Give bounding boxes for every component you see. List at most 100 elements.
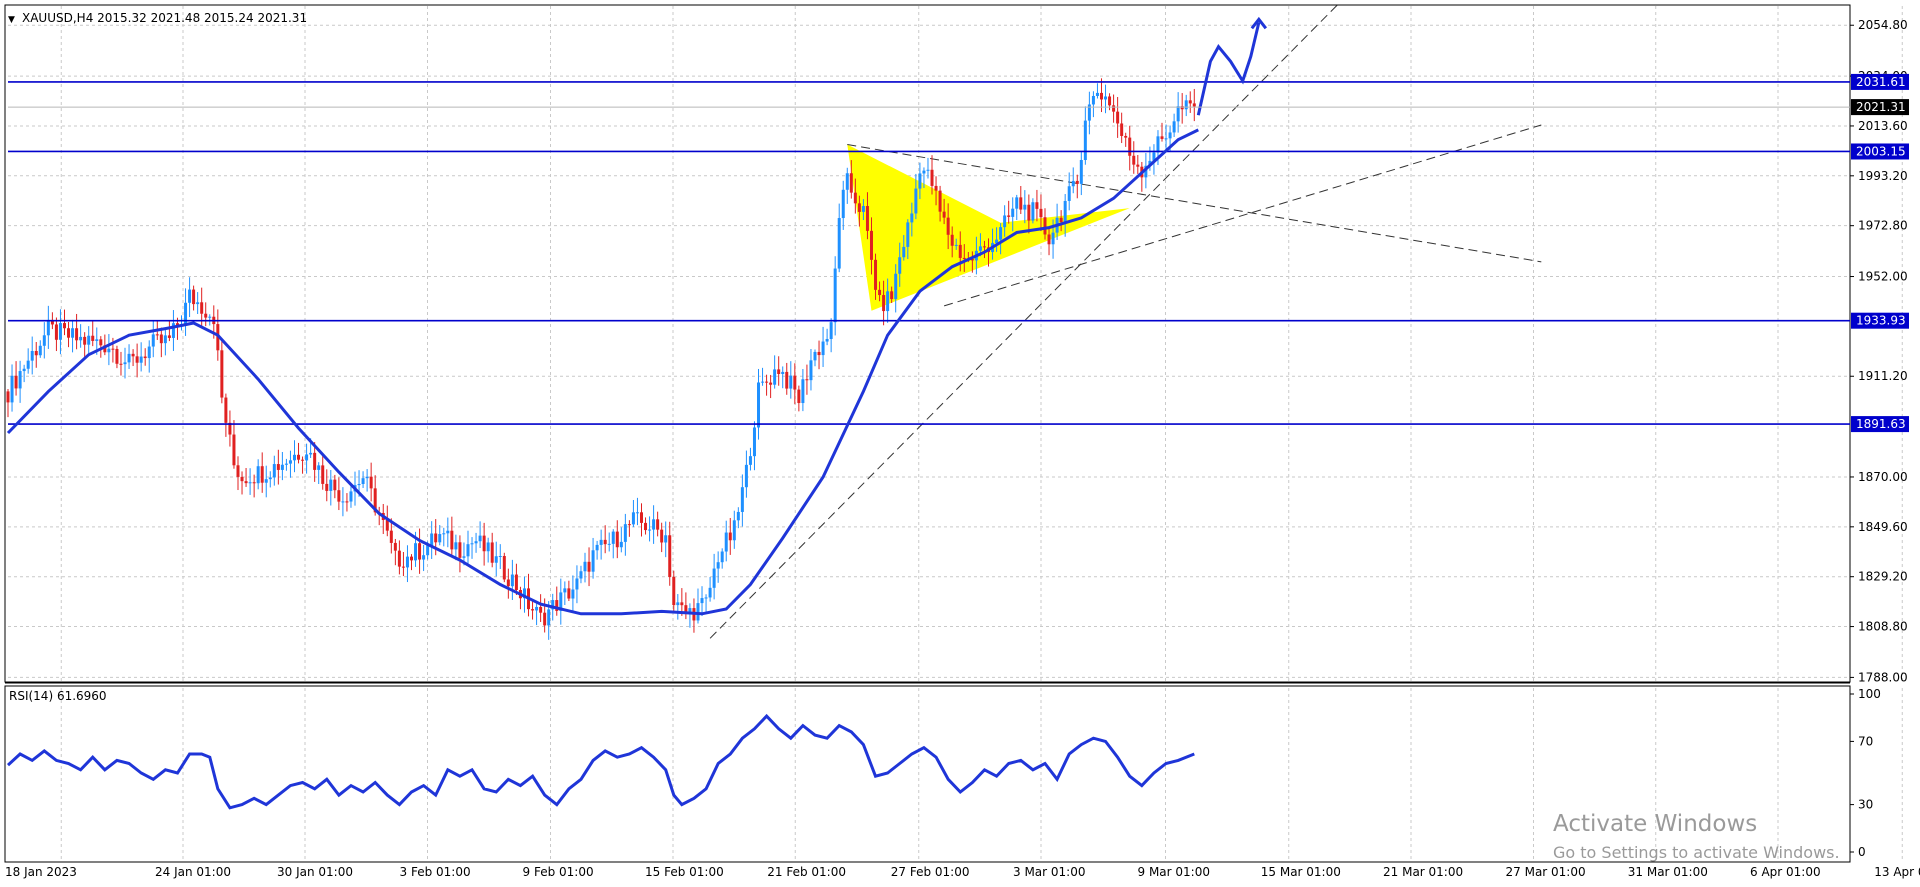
candle-body [906, 222, 910, 247]
candle-body [188, 289, 192, 303]
candle-body [728, 532, 732, 541]
candle-body [700, 598, 704, 604]
candle-body [458, 542, 462, 558]
candle-body [87, 335, 91, 345]
candle-body [648, 529, 652, 531]
candle-body [1043, 217, 1047, 235]
time-tick-label: 24 Jan 01:00 [155, 865, 231, 879]
candle-body [365, 476, 369, 479]
rsi-tick-label: 30 [1858, 798, 1873, 812]
chart-menu-triangle-icon[interactable]: ▼ [8, 15, 15, 25]
candle-body [845, 173, 849, 190]
candle-body [1079, 160, 1083, 184]
candle-body [748, 456, 752, 465]
candle-body [38, 345, 42, 356]
candle-body [535, 606, 539, 611]
time-tick-label: 3 Mar 01:00 [1013, 865, 1086, 879]
candle-body [1027, 204, 1031, 221]
candle-body [192, 289, 196, 305]
rsi-axis: 100 70 30 0 [1850, 687, 1881, 859]
candle-body [91, 335, 95, 341]
candle-body [930, 169, 934, 186]
candle-body [1051, 232, 1055, 245]
candle-body [10, 375, 14, 403]
candle-body [789, 375, 793, 389]
candle-body [1015, 197, 1019, 209]
candle-body [361, 478, 365, 484]
candle-body [591, 550, 595, 572]
candle-body [200, 302, 204, 314]
time-tick-label: 31 Mar 01:00 [1628, 865, 1708, 879]
candle-body [143, 356, 147, 359]
candle-body [555, 600, 559, 611]
candle-body [345, 501, 349, 503]
candle-body [777, 369, 781, 374]
candle-body [510, 574, 514, 587]
candle-body [135, 356, 139, 363]
horizontal-levels[interactable] [8, 81, 1850, 425]
candle-body [982, 246, 986, 248]
price-tick-label: 1808.80 [1858, 620, 1908, 634]
candle-body [385, 520, 389, 531]
candle-body [1112, 105, 1116, 112]
rsi-tick-label: 70 [1858, 734, 1873, 748]
candle-body [240, 476, 244, 482]
candle-body [543, 612, 547, 626]
candle-body [995, 239, 999, 244]
candle-body [248, 482, 252, 484]
level-price-label: 2003.15 [1856, 144, 1906, 158]
candle-body [1019, 197, 1023, 210]
candle-body [724, 532, 728, 552]
candle-body [111, 348, 115, 350]
candle-body [333, 479, 337, 491]
candle-body [50, 319, 54, 325]
level-price-label: 2031.61 [1856, 75, 1906, 89]
candle-body [1091, 95, 1095, 105]
candle-body [6, 391, 10, 403]
candle-body [631, 512, 635, 525]
candle-body [954, 244, 958, 246]
candle-body [1083, 120, 1087, 161]
candle-body [297, 454, 301, 460]
candle-body [1168, 132, 1172, 139]
candle-body [886, 291, 890, 312]
candle-body [547, 609, 551, 626]
candle-body [785, 371, 789, 389]
candle-body [494, 556, 498, 563]
arrow-head-icon [1250, 16, 1268, 30]
candle-body [668, 535, 672, 577]
candle-body [1063, 200, 1067, 223]
candle-body [571, 589, 575, 599]
time-tick-label: 21 Mar 01:00 [1383, 865, 1463, 879]
time-tick-label: 27 Mar 01:00 [1506, 865, 1586, 879]
price-tick-label: 1788.00 [1858, 670, 1908, 684]
price-tick-label: 1849.60 [1858, 520, 1908, 534]
dashed-trendline [709, 2, 1340, 639]
rsi-tick-label: 100 [1858, 687, 1881, 701]
candle-body [204, 313, 208, 318]
candle-body [874, 259, 878, 290]
candle-body [1031, 202, 1035, 221]
candle-body [405, 556, 409, 568]
candle-body [1184, 100, 1188, 110]
candle-body [1192, 103, 1196, 107]
activate-windows-subtitle: Go to Settings to activate Windows. [1553, 843, 1840, 862]
candle-body [30, 350, 34, 361]
candle-body [1104, 96, 1108, 100]
candle-body [236, 465, 240, 477]
candle-body [288, 460, 292, 464]
candle-body [196, 302, 200, 305]
price-tick-label: 2054.80 [1858, 18, 1908, 32]
candle-body [1160, 136, 1164, 139]
candle-body [761, 381, 765, 383]
candle-body [272, 464, 276, 478]
current-price-label: 2021.31 [1856, 100, 1906, 114]
rsi-label: RSI(14) 61.6960 [9, 689, 107, 703]
candle-body [502, 555, 506, 580]
candle-body [579, 571, 583, 579]
time-tick-label: 15 Feb 01:00 [645, 865, 724, 879]
candle-body [922, 170, 926, 174]
candle-body [139, 356, 143, 363]
time-tick-label: 3 Feb 01:00 [400, 865, 471, 879]
candle-body [672, 576, 676, 606]
